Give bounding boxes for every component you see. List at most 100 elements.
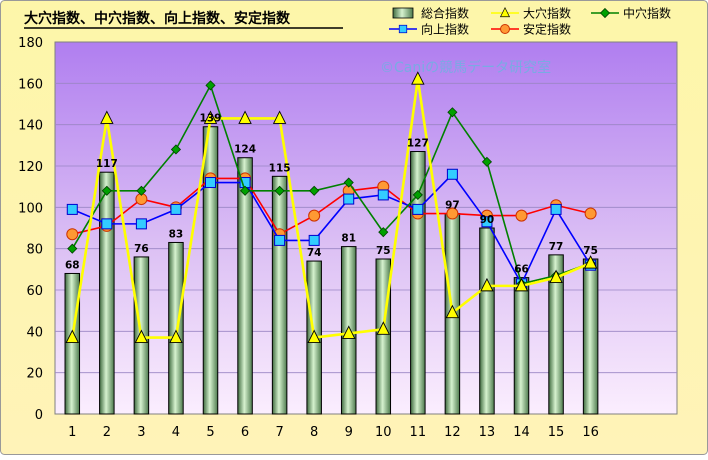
y-tick-label: 0 (35, 408, 43, 423)
legend-swatch (392, 7, 414, 19)
bar (271, 175, 288, 415)
y-tick-label: 120 (18, 160, 43, 175)
x-tick-label: 15 (548, 425, 565, 440)
x-axis: 1 2 3 4 5 6 7 8 9 10 11 12 13 14 15 16 (68, 425, 599, 440)
x-tick-label: 14 (513, 425, 530, 440)
data-point (307, 329, 321, 343)
data-point (308, 209, 321, 222)
x-tick-label: 3 (137, 425, 145, 440)
data-point (584, 207, 597, 220)
x-tick-label: 4 (172, 425, 180, 440)
y-tick-label: 20 (26, 367, 43, 382)
data-point (272, 110, 287, 124)
bar-value-label: 115 (269, 162, 291, 174)
data-point (515, 209, 528, 222)
x-tick-label: 5 (206, 425, 214, 440)
data-point (341, 325, 356, 339)
bar (237, 157, 253, 415)
data-point (101, 218, 113, 230)
line-series-diamond (67, 80, 596, 289)
bar (202, 126, 219, 415)
bar-value-label: 68 (65, 259, 80, 271)
bar (479, 227, 495, 415)
legend-label: 向上指数 (421, 22, 469, 37)
data-point (274, 234, 286, 246)
data-point (480, 277, 494, 292)
data-point (411, 71, 425, 85)
data-point (377, 189, 389, 201)
legend-item: 大穴指数 (491, 6, 571, 21)
bar-value-label: 74 (307, 247, 322, 259)
data-point (378, 227, 389, 238)
data-point (238, 110, 252, 124)
data-point (134, 329, 149, 343)
series-line (71, 83, 591, 285)
data-point (412, 189, 423, 200)
data-point (583, 255, 598, 269)
x-tick-label: 8 (310, 425, 318, 440)
y-tick-label: 60 (26, 284, 43, 299)
data-point (481, 216, 493, 228)
data-point (445, 304, 460, 319)
data-point (170, 144, 182, 155)
bar (582, 258, 599, 415)
legend-marker (398, 24, 408, 34)
data-point (203, 110, 218, 124)
bar-value-label: 139 (200, 113, 222, 125)
gridlines (55, 82, 677, 374)
legend-marker (599, 7, 611, 19)
series-line (72, 177, 591, 236)
bar (99, 171, 115, 415)
data-point (376, 321, 391, 335)
legend-label: 安定指数 (523, 22, 571, 37)
legend-item: 中穴指数 (591, 6, 671, 21)
y-tick-label: 80 (26, 243, 43, 258)
data-point (170, 203, 182, 215)
bar-value-label: 83 (169, 228, 184, 240)
data-point (274, 185, 285, 196)
x-tick-label: 2 (103, 425, 111, 440)
line-series (65, 71, 598, 343)
y-tick-label: 160 (18, 77, 43, 92)
data-point (169, 329, 183, 343)
watermark: ©Caniの競馬データ研究室 (380, 59, 551, 76)
y-tick-label: 100 (18, 201, 43, 216)
x-tick-label: 1 (68, 425, 76, 440)
bar-value-label: 76 (134, 243, 149, 255)
data-point (100, 110, 114, 124)
data-point (550, 203, 562, 215)
legend-label: 総合指数 (421, 6, 469, 21)
bar (375, 258, 392, 415)
chart-title: 大穴指数、中穴指数、向上指数、安定指数 (24, 10, 291, 27)
x-tick-label: 10 (375, 425, 392, 440)
bar-value-label: 77 (549, 241, 564, 253)
data-point (308, 234, 320, 246)
data-point (135, 218, 147, 230)
bar-value-label: 75 (583, 245, 598, 257)
data-point (205, 177, 216, 189)
x-tick-label: 6 (241, 425, 249, 440)
data-point (549, 269, 563, 284)
data-point (412, 203, 424, 215)
line-series-triangle (65, 71, 598, 343)
data-point (65, 329, 80, 343)
bar-value-label: 81 (341, 233, 356, 245)
x-tick-label: 7 (275, 425, 283, 440)
series-line (70, 79, 592, 339)
x-tick-label: 12 (444, 425, 461, 440)
bar (64, 272, 81, 415)
data-point (66, 228, 79, 241)
data-point (343, 193, 355, 205)
series-line (71, 173, 592, 286)
data-point (447, 107, 458, 118)
bar-value-label: 97 (445, 200, 460, 212)
x-tick-label: 9 (345, 425, 353, 440)
data-point (136, 185, 147, 196)
chart-title-group: 大穴指数、中穴指数、向上指数、安定指数 (24, 10, 343, 29)
bar-value-label: 75 (376, 245, 391, 257)
data-point (446, 168, 458, 180)
legend-item: 安定指数 (491, 22, 571, 37)
y-tick-label: 140 (18, 119, 43, 134)
